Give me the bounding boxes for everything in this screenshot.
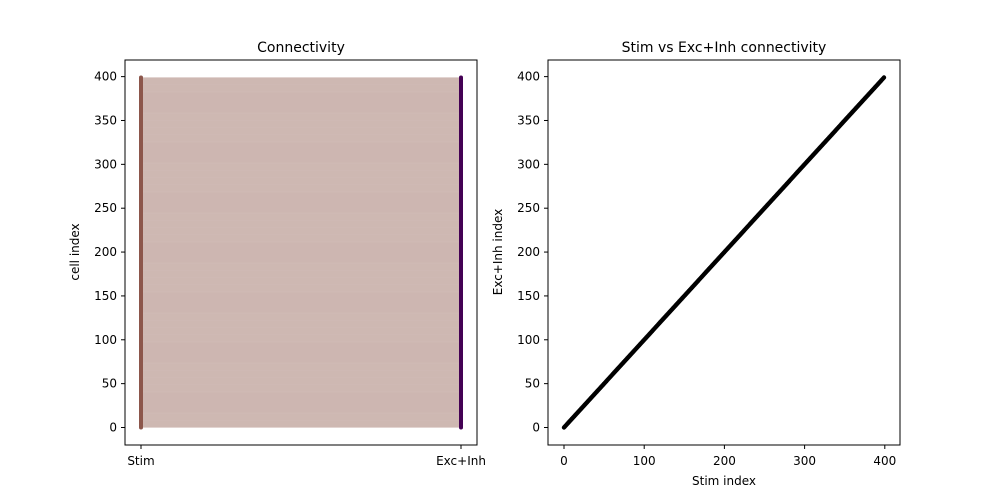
connection-band bbox=[141, 77, 461, 428]
x-tick-label: 200 bbox=[713, 454, 736, 468]
y-tick-label: 50 bbox=[525, 377, 540, 391]
x-tick-label: 0 bbox=[560, 454, 568, 468]
y-tick-label: 250 bbox=[94, 201, 117, 215]
right-plot-frame bbox=[547, 59, 901, 446]
scatter-points bbox=[561, 75, 887, 430]
right-y-axis-label: Exc+Inh index bbox=[491, 209, 505, 296]
x-tick-label: Stim bbox=[127, 454, 154, 468]
left-plot-frame bbox=[124, 59, 478, 446]
y-tick-label: 200 bbox=[517, 245, 540, 259]
y-tick-label: 200 bbox=[94, 245, 117, 259]
y-tick-label: 150 bbox=[94, 289, 117, 303]
y-tick-label: 350 bbox=[517, 113, 540, 127]
y-tick-label: 400 bbox=[517, 70, 540, 84]
right-chart-title: Stim vs Exc+Inh connectivity bbox=[622, 40, 827, 56]
column-markers bbox=[139, 75, 463, 430]
y-tick-label: 350 bbox=[94, 113, 117, 127]
y-tick-label: 50 bbox=[102, 377, 117, 391]
scatter-panel: Stim vs Exc+Inh connectivity 0 50 100 150 20… bbox=[491, 40, 901, 488]
left-y-ticks: 0 50 100 150 200 250 300 350 400 bbox=[94, 70, 125, 435]
right-y-ticks: 0 50 100 150 200 250 300 350 400 bbox=[517, 70, 548, 435]
y-tick-label: 100 bbox=[517, 333, 540, 347]
y-tick-label: 0 bbox=[532, 421, 540, 435]
left-x-ticks: Stim Exc+Inh bbox=[127, 445, 486, 468]
y-tick-label: 150 bbox=[517, 289, 540, 303]
connectivity-panel: Connectivity 0 50 100 150 200 250 300 350 400 St… bbox=[68, 40, 486, 468]
y-tick-label: 400 bbox=[94, 70, 117, 84]
x-tick-label: 400 bbox=[873, 454, 896, 468]
x-tick-label: 100 bbox=[633, 454, 656, 468]
y-tick-label: 300 bbox=[94, 157, 117, 171]
y-tick-label: 100 bbox=[94, 333, 117, 347]
left-chart-title: Connectivity bbox=[257, 40, 345, 56]
y-tick-label: 250 bbox=[517, 201, 540, 215]
right-x-axis-label: Stim index bbox=[692, 474, 756, 488]
left-y-axis-label: cell index bbox=[68, 223, 82, 280]
right-x-ticks: 0 100 200 300 400 bbox=[560, 445, 896, 468]
y-tick-label: 300 bbox=[517, 157, 540, 171]
x-tick-label: Exc+Inh bbox=[436, 454, 486, 468]
x-tick-label: 300 bbox=[793, 454, 816, 468]
connection-lines bbox=[141, 77, 461, 428]
scatter-point bbox=[881, 75, 887, 80]
y-tick-label: 0 bbox=[109, 421, 117, 435]
